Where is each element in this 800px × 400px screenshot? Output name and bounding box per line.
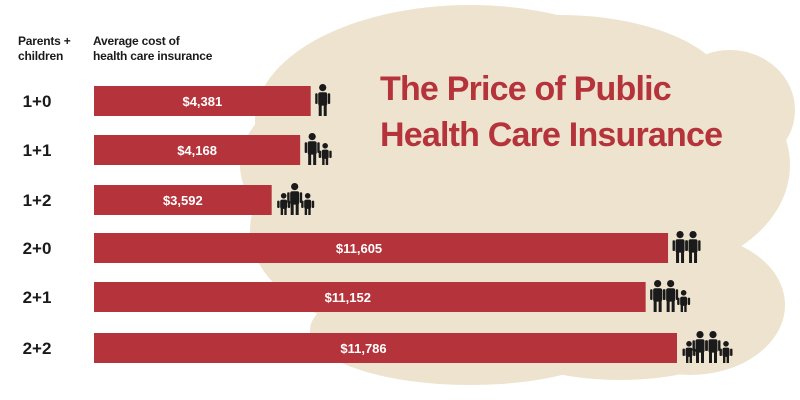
- bar-value-label: $11,786: [340, 341, 386, 356]
- bar-value-label: $4,381: [182, 94, 222, 109]
- category-tick-label: 1+1: [23, 141, 52, 160]
- category-tick-label: 1+0: [23, 92, 52, 111]
- value-axis-header: Average cost of health care insurance: [93, 34, 212, 64]
- chart-title: The Price of Public Health Care Insuranc…: [380, 66, 780, 158]
- bar-value-label: $3,592: [163, 193, 203, 208]
- family-icon-2-plus-1: [650, 280, 691, 312]
- value-header-line-2: health care insurance: [93, 49, 213, 63]
- bar-1-plus-0: [94, 86, 311, 116]
- category-axis-header: Parents + children: [18, 34, 71, 64]
- adult-icon: [663, 280, 679, 312]
- category-tick-label: 2+2: [23, 339, 52, 358]
- category-header-line-2: children: [18, 49, 64, 63]
- cloud-blob: [240, 85, 460, 245]
- bar-group: $4,381 1+0 $4,168 1+1 $3,592 1+2 $11,605 2+0 $11…: [23, 86, 677, 363]
- bar-value-label: $4,168: [177, 143, 217, 158]
- child-icon: [682, 341, 696, 363]
- category-tick-label: 1+2: [23, 191, 52, 210]
- cloud-background: [240, 5, 795, 385]
- category-header-line-1: Parents +: [18, 34, 71, 48]
- child-icon: [318, 143, 332, 165]
- bar-1-plus-1: [94, 135, 301, 165]
- family-icon-2-plus-2: [682, 331, 733, 363]
- family-icon-1-plus-2: [277, 183, 315, 215]
- bar-1-plus-2: [94, 185, 272, 215]
- adult-icon: [685, 231, 701, 263]
- bar-2-plus-1: [94, 282, 646, 312]
- value-header-line-1: Average cost of: [93, 34, 180, 48]
- bar-2-plus-0: [94, 233, 669, 263]
- family-icon-1-plus-1: [304, 133, 332, 165]
- child-icon: [301, 193, 315, 215]
- cloud-blob: [665, 50, 795, 170]
- category-tick-label: 2+1: [23, 288, 52, 307]
- child-icon: [277, 193, 291, 215]
- family-icon-2-plus-0: [672, 231, 701, 263]
- family-icon-group: [277, 84, 733, 363]
- adult-icon: [304, 133, 320, 165]
- bar-value-label: $11,605: [336, 241, 382, 256]
- adult-icon: [315, 84, 331, 116]
- chart-title-line-2: Health Care Insurance: [380, 116, 723, 154]
- category-tick-label: 2+0: [23, 239, 52, 258]
- chart-title-line-1: The Price of Public: [380, 70, 672, 108]
- bar-value-label: $11,152: [325, 290, 371, 305]
- child-icon: [677, 290, 691, 312]
- child-icon: [719, 341, 733, 363]
- family-icon-1-plus-0: [315, 84, 331, 116]
- adult-icon: [287, 183, 303, 215]
- adult-icon: [705, 331, 721, 363]
- bar-2-plus-2: [94, 333, 677, 363]
